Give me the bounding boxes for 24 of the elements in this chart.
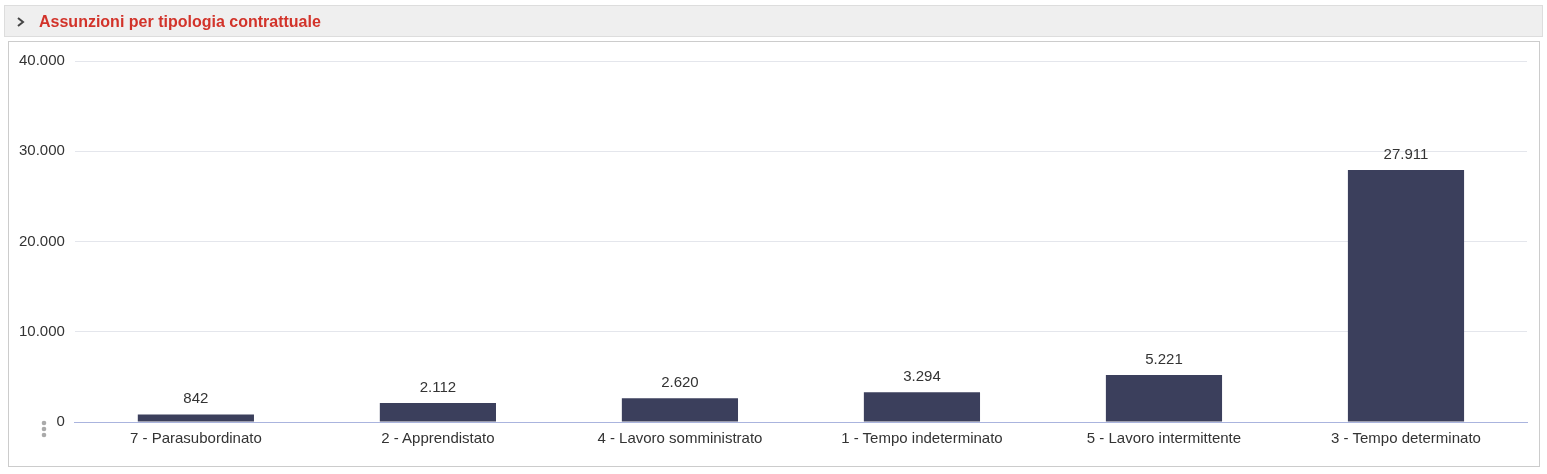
y-tick-label: 30.000 [18, 141, 65, 159]
x-tick-label: 4 - Lavoro somministrato [597, 429, 763, 447]
data-label: 842 [183, 389, 209, 407]
x-tick-label: 5 - Lavoro intermittente [1086, 429, 1242, 447]
x-tick-label: 7 - Parasubordinato [130, 429, 262, 447]
y-tick-label: 10.000 [18, 321, 65, 339]
bar [1347, 170, 1465, 422]
bar [621, 398, 739, 422]
bar [863, 392, 981, 422]
x-tick-label: 1 - Tempo indeterminato [841, 429, 1003, 447]
data-label: 3.294 [903, 366, 941, 384]
data-label: 5.221 [1145, 349, 1183, 367]
y-tick-label: 40.000 [18, 51, 65, 69]
bar [1105, 374, 1223, 422]
x-tick-label: 2 - Apprendistato [381, 429, 495, 447]
x-tick-label: 3 - Tempo determinato [1331, 429, 1481, 447]
data-label: 27.911 [1383, 144, 1429, 162]
data-label: 2.112 [419, 377, 457, 395]
y-tick-label: 0 [56, 412, 65, 430]
y-tick-label: 20.000 [18, 231, 65, 249]
data-label: 2.620 [661, 373, 699, 390]
bar [137, 414, 254, 422]
bar [379, 402, 496, 422]
chart-title: Assunzioni per tipologia contrattuale [39, 13, 321, 31]
